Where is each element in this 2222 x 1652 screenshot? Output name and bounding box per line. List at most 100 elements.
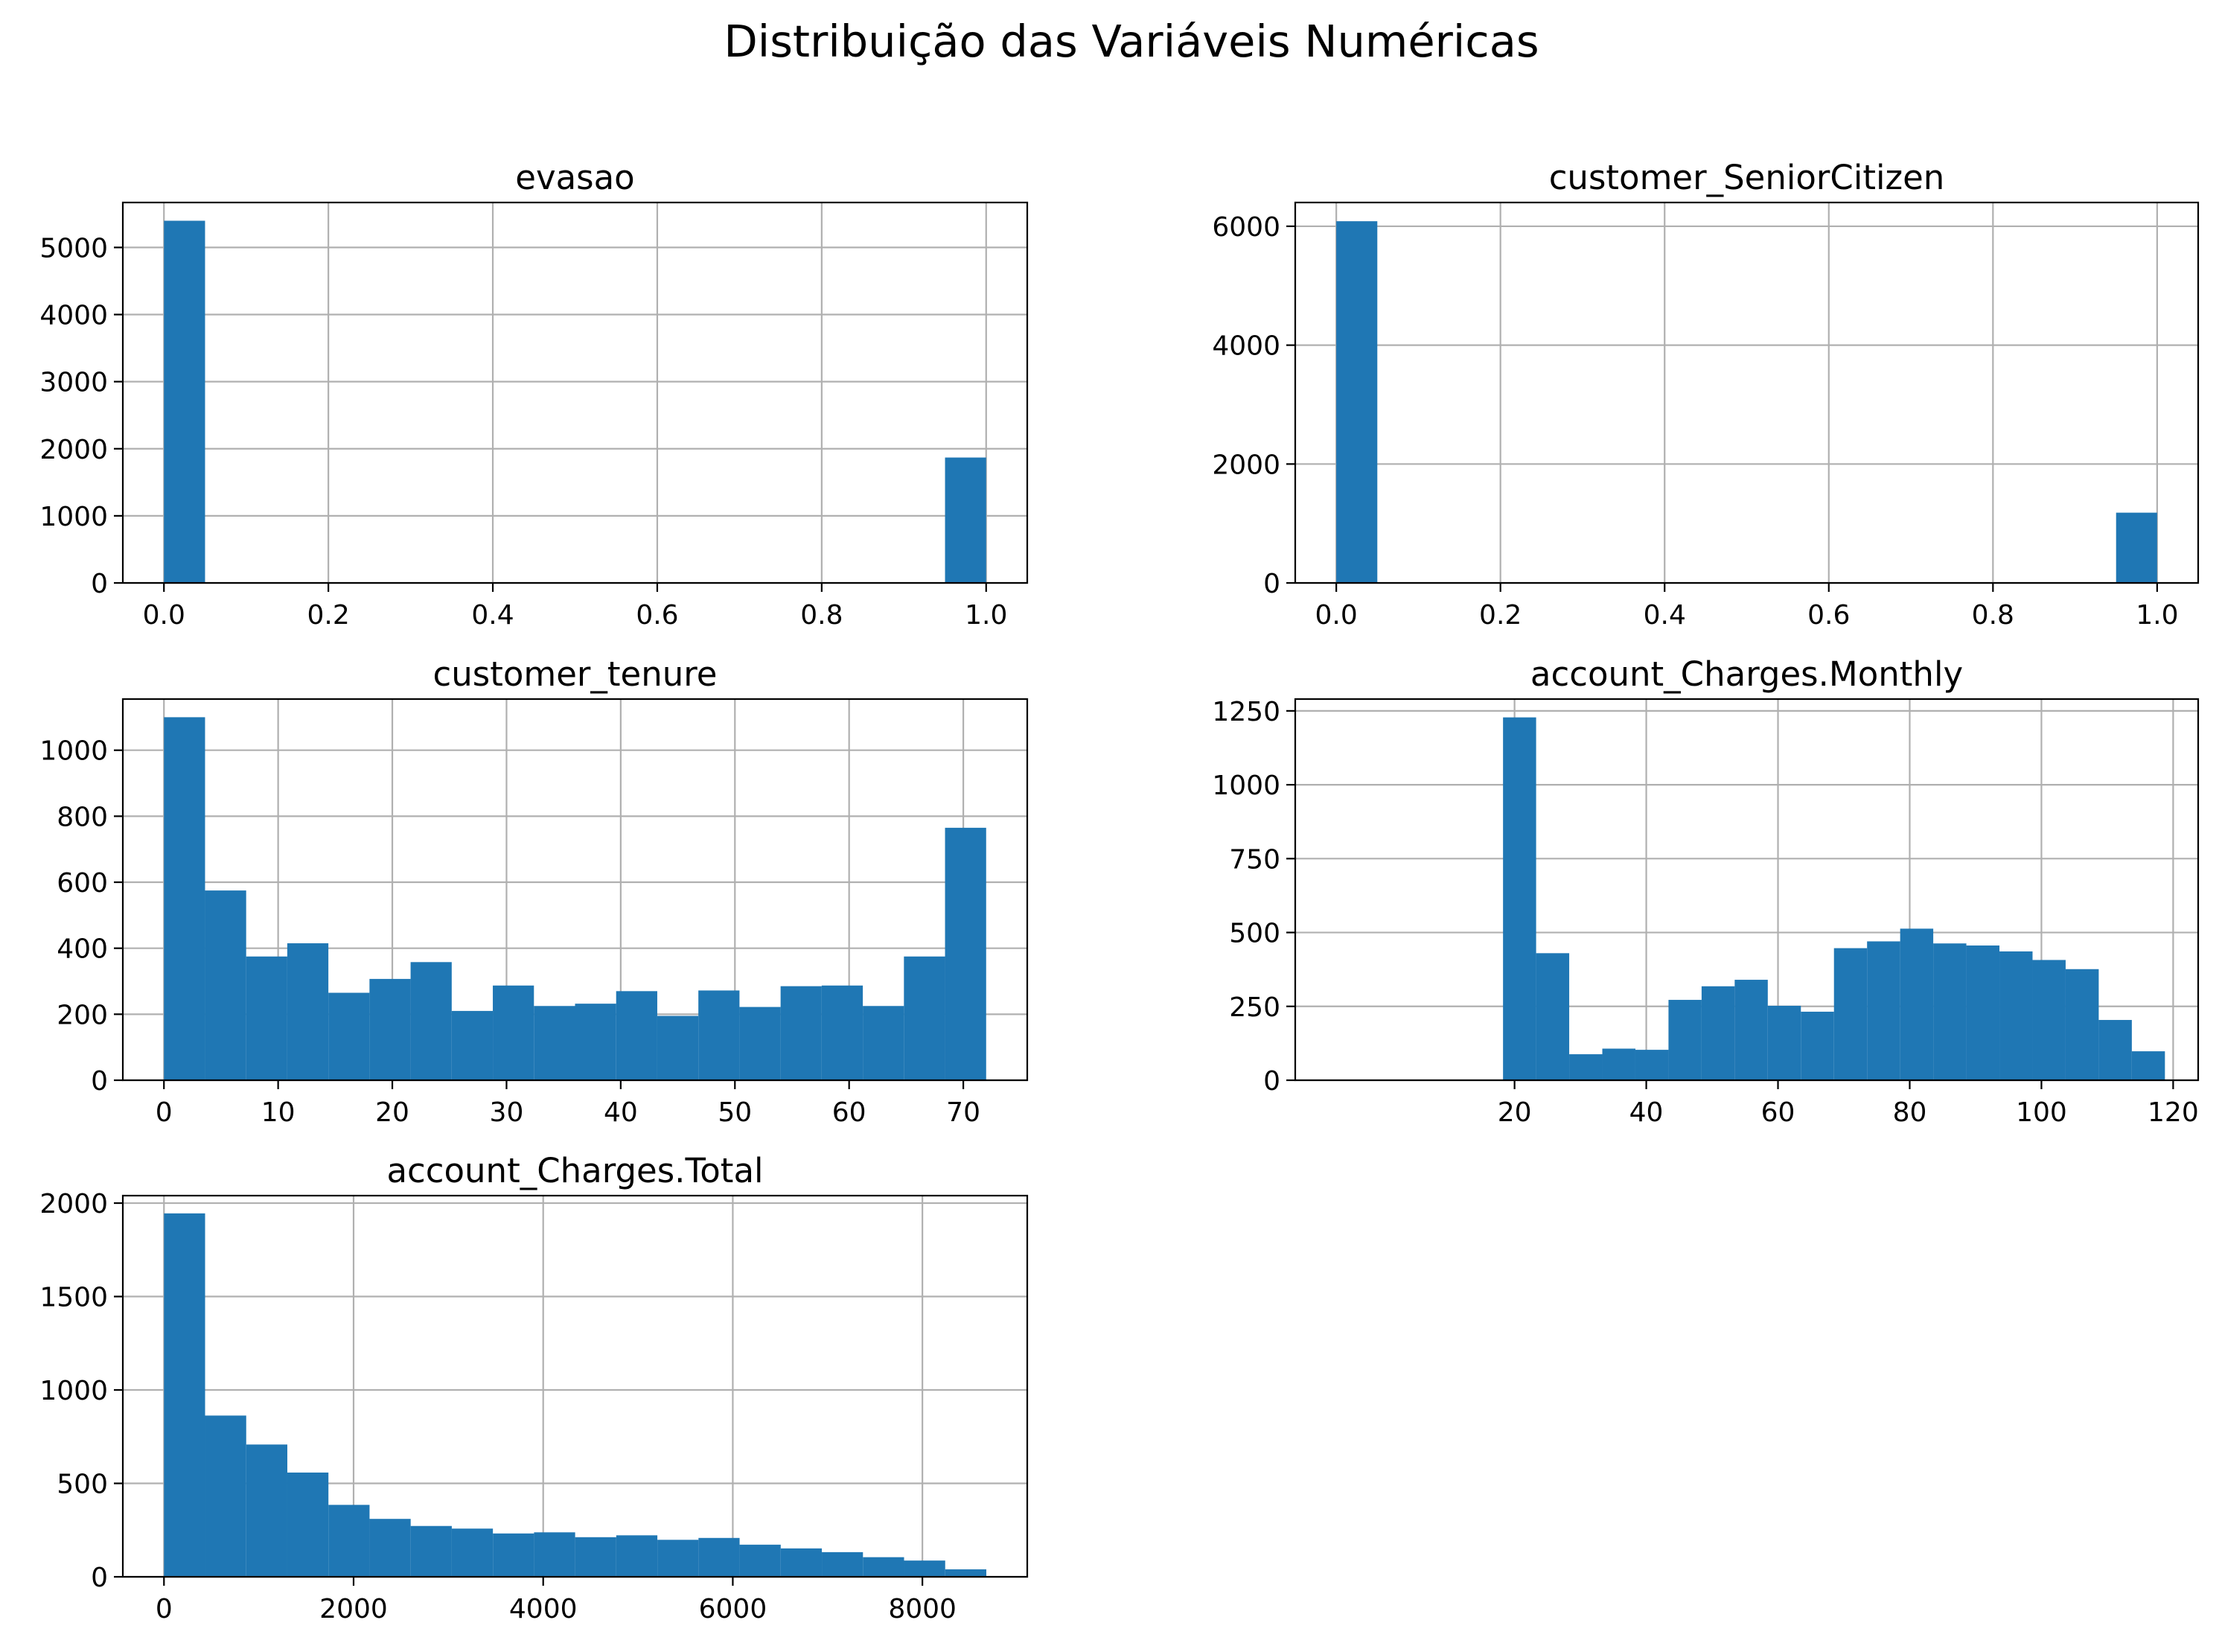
- x-tick-label: 40: [604, 1097, 638, 1128]
- histogram-bar: [1336, 221, 1378, 583]
- histogram-bar: [780, 1548, 823, 1577]
- y-tick-label: 4000: [39, 301, 108, 331]
- histogram-bar: [1801, 1011, 1834, 1080]
- y-tick-label: 600: [57, 868, 108, 899]
- axes-frame: [1294, 201, 2200, 584]
- x-tick-label: 0.6: [1807, 600, 1850, 631]
- y-tick-label: 800: [57, 802, 108, 832]
- x-tick-label: 10: [261, 1097, 296, 1128]
- histogram-bar: [575, 1004, 616, 1080]
- y-tick-label: 750: [1229, 844, 1280, 875]
- subplot-title-account-charges-total: account_Charges.Total: [386, 1151, 763, 1190]
- x-tick-label: 50: [718, 1097, 752, 1128]
- y-tick-label: 0: [91, 569, 108, 599]
- histogram-bar: [945, 457, 986, 583]
- y-tick-label: 0: [1263, 569, 1280, 599]
- histogram-bar: [780, 986, 822, 1080]
- histogram-bar: [1569, 1054, 1603, 1080]
- histogram-bar: [1635, 1050, 1669, 1080]
- histogram-bar: [1867, 941, 1900, 1080]
- histogram-bar: [328, 992, 370, 1080]
- histogram-customer-tenure: customer_tenure 0 10 20 30 40 50 60 70 0 200 400 600…: [39, 654, 1029, 1128]
- histogram-bar: [945, 827, 986, 1080]
- histogram-bar: [1503, 717, 1536, 1080]
- histogram-bar: [616, 1535, 658, 1577]
- subplot-title-customer-seniorcitizen: customer_SeniorCitizen: [1549, 158, 1945, 197]
- x-tick-label: 40: [1629, 1097, 1664, 1128]
- histogram-bar: [863, 1557, 904, 1577]
- x-tick-label: 0.6: [636, 600, 678, 631]
- histogram-bar: [246, 956, 287, 1080]
- y-tick-label: 2000: [39, 435, 108, 465]
- y-tick-label: 6000: [1212, 212, 1280, 243]
- y-tick-label: 0: [91, 1563, 108, 1593]
- histogram-bar: [451, 1528, 494, 1577]
- x-tick-label: 6000: [699, 1594, 767, 1624]
- histogram-bar: [1833, 948, 1868, 1080]
- y-tick-label: 0: [91, 1066, 108, 1097]
- y-tick-label: 500: [1229, 919, 1280, 949]
- histogram-bar: [1900, 928, 1934, 1080]
- x-tick-label: 60: [832, 1097, 866, 1128]
- histogram-bar: [1536, 953, 1570, 1080]
- histogram-bar: [369, 978, 411, 1080]
- histogram-bar: [493, 1533, 534, 1577]
- histogram-bar: [493, 985, 534, 1080]
- histogram-bar: [657, 1015, 699, 1080]
- histogram-bar: [164, 717, 205, 1080]
- histogram-bar: [410, 1525, 452, 1577]
- histogram-customer-seniorcitizen: customer_SeniorCitizen 0.0 0.2 0.4 0.6 0.8 1.0…: [1212, 158, 2200, 631]
- x-tick-label: 0: [156, 1097, 173, 1128]
- histogram-bar: [739, 1544, 781, 1577]
- x-tick-label: 0.2: [1479, 600, 1522, 631]
- y-tick-label: 2000: [1212, 450, 1280, 480]
- y-tick-label: 2000: [39, 1189, 108, 1219]
- histogram-bar: [657, 1540, 699, 1577]
- x-tick-label: 70: [946, 1097, 980, 1128]
- y-tick-label: 250: [1229, 992, 1280, 1023]
- histogram-bar: [1999, 951, 2033, 1080]
- histogram-bar: [1933, 943, 1967, 1080]
- histogram-bar: [1668, 1000, 1702, 1080]
- histogram-bar: [575, 1537, 616, 1577]
- y-tick-label: 1500: [39, 1283, 108, 1313]
- y-tick-label: 1000: [39, 502, 108, 532]
- y-tick-label: 1250: [1212, 697, 1280, 727]
- histogram-bar: [410, 962, 452, 1080]
- histogram-bar: [328, 1505, 370, 1577]
- histogram-bar: [1966, 945, 2000, 1080]
- histogram-evasao: evasao 0.0 0.2 0.4 0.6 0.8 1.0 0 1000 2000 3000 400…: [39, 158, 1029, 631]
- histogram-bar: [287, 943, 329, 1080]
- axes-frame: [121, 1194, 1029, 1578]
- histogram-bar: [1602, 1048, 1635, 1080]
- y-tick-label: 200: [57, 1000, 108, 1030]
- histogram-account-charges-total: account_Charges.Total 0 2000 4000 6000 8000 0 5…: [39, 1151, 1029, 1624]
- histogram-bar: [2131, 1051, 2165, 1080]
- y-tick-label: 3000: [39, 368, 108, 398]
- x-tick-label: 0.4: [1644, 600, 1686, 631]
- histogram-bar: [698, 1537, 740, 1577]
- histogram-bar: [2065, 969, 2099, 1080]
- histogram-bar: [369, 1519, 411, 1577]
- histogram-bar: [2116, 512, 2157, 583]
- x-tick-label: 60: [1761, 1097, 1795, 1128]
- histogram-bar: [287, 1472, 329, 1577]
- histogram-bar: [698, 990, 740, 1080]
- x-tick-label: 2000: [319, 1594, 388, 1624]
- x-tick-label: 8000: [888, 1594, 957, 1624]
- subplot-title-evasao: evasao: [515, 158, 634, 197]
- histogram-bar: [821, 985, 863, 1080]
- y-tick-label: 1000: [39, 1376, 108, 1406]
- histogram-bar: [945, 1569, 986, 1577]
- x-tick-label: 4000: [509, 1594, 578, 1624]
- y-tick-label: 1000: [39, 736, 108, 767]
- axes-frame: [1294, 698, 2200, 1082]
- histogram-bar: [1767, 1005, 1801, 1080]
- histogram-account-charges-monthly: account_Charges.Monthly 20 40 60 80 100 120 0 25…: [1212, 654, 2200, 1128]
- x-tick-label: 0.0: [1315, 600, 1358, 631]
- histogram-bar: [205, 1415, 246, 1577]
- axes-frame: [121, 698, 1029, 1082]
- histogram-bar: [2098, 1020, 2132, 1080]
- x-tick-label: 0.2: [307, 600, 350, 631]
